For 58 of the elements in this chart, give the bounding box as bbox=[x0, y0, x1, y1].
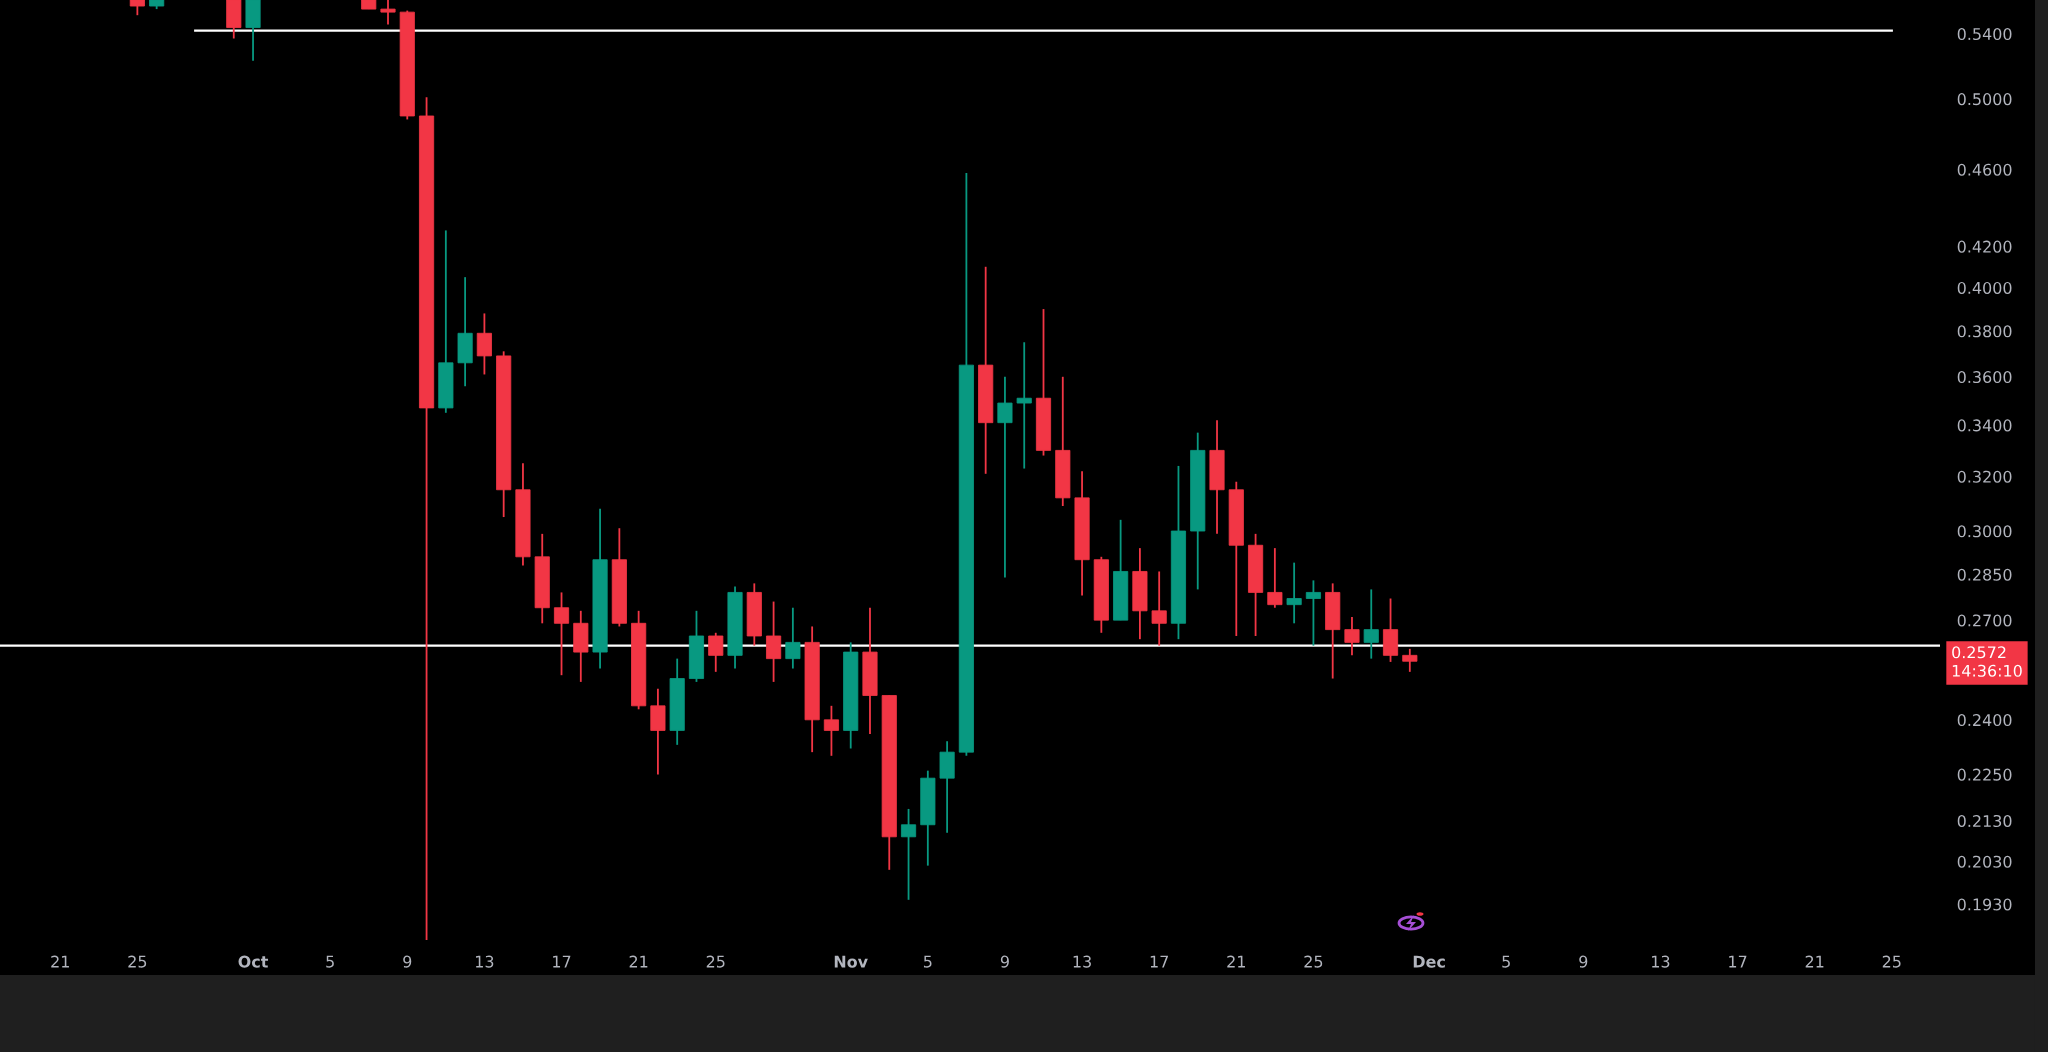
y-tick-label: 0.1930 bbox=[1957, 898, 2012, 911]
candlestick bbox=[1286, 561, 1302, 625]
x-tick-label: 25 bbox=[1304, 955, 1323, 968]
y-tick-label: 0.3800 bbox=[1957, 325, 2012, 338]
x-tick-label: 9 bbox=[1579, 955, 1588, 968]
candlestick bbox=[823, 704, 839, 757]
y-tick-label: 0.2030 bbox=[1957, 855, 2012, 868]
candlestick bbox=[1267, 547, 1283, 609]
x-tick-label: 13 bbox=[475, 955, 494, 968]
text: 0.2572 14:36:10 bbox=[1952, 646, 2022, 677]
x-tick-label: 13 bbox=[1652, 955, 1670, 968]
y-tick-label: 0.4000 bbox=[1957, 281, 2012, 294]
y-tick-label: 0.5400 bbox=[1957, 28, 2012, 41]
candlestick bbox=[1344, 616, 1360, 657]
y-tick-label: 0.5000 bbox=[1957, 93, 2012, 106]
y-tick-label: 0.2400 bbox=[1957, 714, 2012, 727]
x-tick-label: 17 bbox=[1150, 955, 1168, 968]
x-tick-label: 9 bbox=[1000, 955, 1009, 968]
y-tick-label: 0.4200 bbox=[1957, 240, 2012, 253]
y-tick-label: 0.2700 bbox=[1957, 614, 2012, 627]
x-tick-label: 17 bbox=[553, 955, 571, 968]
x-tick-label: 21 bbox=[1227, 955, 1245, 968]
x-tick-label: 9 bbox=[403, 955, 412, 968]
x-tick-label: 25 bbox=[706, 955, 725, 968]
x-tick-label: Dec bbox=[1413, 955, 1445, 968]
candlestick bbox=[997, 375, 1013, 579]
x-tick-label: 13 bbox=[1073, 955, 1091, 968]
candlestick bbox=[1402, 647, 1418, 673]
y-tick-label: 0.3000 bbox=[1957, 525, 2012, 538]
candlestick bbox=[1305, 579, 1321, 647]
x-tick-label: Oct bbox=[238, 955, 269, 968]
x-tick-label: 17 bbox=[1729, 955, 1747, 968]
candlestick bbox=[380, 0, 396, 26]
candlestick bbox=[766, 600, 782, 683]
candlestick bbox=[1016, 341, 1032, 470]
x-tick-label: 21 bbox=[629, 955, 648, 968]
y-tick-label: 0.3400 bbox=[1957, 419, 2012, 432]
x-tick-label: 25 bbox=[1882, 955, 1901, 968]
x-tick-label: 5 bbox=[326, 955, 334, 968]
x-tick-label: 21 bbox=[51, 955, 69, 968]
x-tick-label: 25 bbox=[128, 955, 147, 968]
y-tick-label: 0.4600 bbox=[1957, 163, 2012, 176]
x-tick-label: 21 bbox=[1805, 955, 1824, 968]
x-tick-label: 5 bbox=[923, 955, 932, 968]
candlestick bbox=[476, 312, 492, 376]
candlestick bbox=[900, 808, 917, 901]
x-tick-label: 5 bbox=[1502, 955, 1510, 968]
y-tick-label: 0.2850 bbox=[1957, 568, 2012, 581]
y-tick-label: 0.3200 bbox=[1957, 470, 2012, 483]
x-tick-label: Nov bbox=[834, 955, 868, 968]
candlestick bbox=[1151, 570, 1167, 647]
candlestick bbox=[553, 591, 570, 677]
y-tick-label: 0.3600 bbox=[1957, 371, 2012, 384]
y-tick-label: 0.2130 bbox=[1957, 814, 2012, 828]
y-tick-label: 0.2250 bbox=[1957, 768, 2012, 781]
candlestick bbox=[785, 606, 801, 670]
candlestick bbox=[708, 631, 724, 673]
candlestick bbox=[1363, 588, 1379, 660]
